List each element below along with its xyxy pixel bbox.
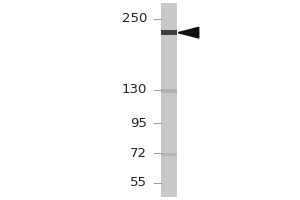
Bar [161, 3, 177, 197]
Bar [161, 89, 177, 93]
Text: 72: 72 [130, 147, 147, 160]
Text: 95: 95 [130, 117, 147, 130]
Bar [161, 153, 177, 156]
Text: 55: 55 [130, 176, 147, 189]
Text: 250: 250 [122, 12, 147, 25]
Text: 130: 130 [122, 83, 147, 96]
Bar [161, 30, 177, 35]
FancyArrow shape [178, 27, 199, 38]
